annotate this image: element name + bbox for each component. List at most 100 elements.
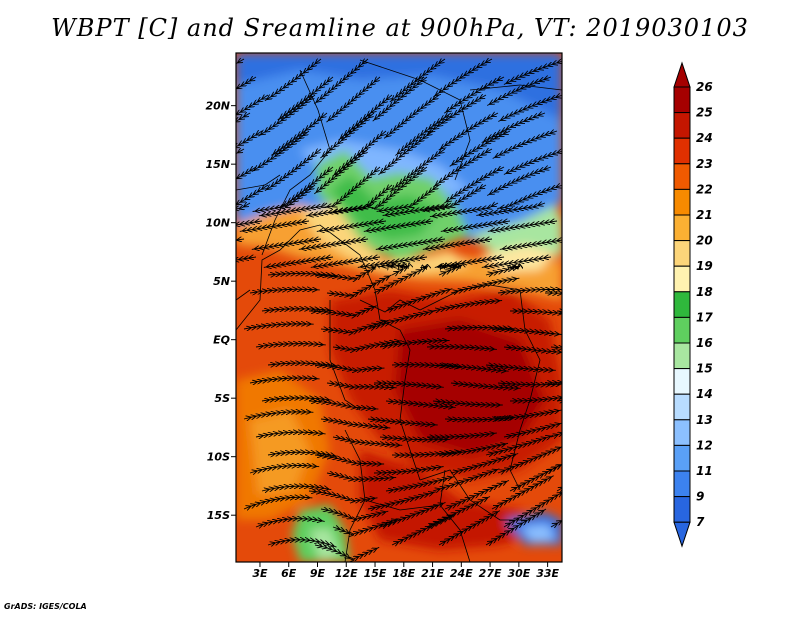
lon-label: 6E [281, 567, 297, 580]
colorbar-swatch [673, 86, 691, 114]
lat-label: 10N [205, 217, 230, 230]
streamline [497, 446, 562, 473]
streamline [485, 508, 547, 545]
colorbar-label: 21 [696, 208, 713, 222]
streamline [432, 401, 503, 405]
colorbar-swatch [673, 342, 691, 370]
streamline [249, 378, 320, 383]
colorbar-swatch [673, 470, 691, 498]
streamline [432, 301, 503, 312]
streamline [314, 455, 385, 464]
streamline [255, 519, 325, 527]
streamline [236, 113, 251, 123]
streamline [486, 167, 552, 196]
streamline [236, 149, 245, 155]
streamline [485, 266, 520, 275]
streamline [367, 492, 436, 509]
colorbar-swatch [673, 137, 691, 165]
latitude-axis: 20N 15N 10N 5N EQ 5S 10S 15S [205, 100, 236, 522]
streamline [243, 412, 314, 419]
colorbar-label: 12 [696, 438, 713, 452]
streamline [485, 435, 554, 455]
streamline [308, 491, 378, 501]
streamline [261, 486, 332, 491]
streamline [485, 365, 556, 370]
colorbar-label: 20 [696, 234, 713, 248]
streamline [243, 324, 314, 329]
streamline [556, 400, 562, 401]
streamline [298, 239, 369, 249]
colorbar-swatch [673, 214, 691, 242]
streamline [314, 545, 380, 560]
streamline [308, 305, 377, 316]
colorbar-label: 25 [696, 106, 713, 120]
streamline [550, 432, 562, 437]
colorbar-swatch [673, 496, 691, 523]
lon-label: 24E [450, 567, 473, 580]
streamline [243, 497, 313, 509]
lat-label: 5S [214, 392, 230, 405]
streamline [332, 437, 403, 445]
streamlines [236, 59, 562, 560]
lat-label: EQ [213, 334, 230, 347]
streamline [510, 311, 562, 314]
streamline [503, 347, 562, 353]
streamline [236, 59, 245, 65]
colorbar-swatch [673, 163, 691, 190]
streamline [492, 131, 558, 159]
streamline [491, 329, 562, 335]
colorbar-label: 11 [696, 464, 713, 478]
plot-frame [235, 52, 563, 563]
colorbar-label: 15 [696, 362, 713, 376]
streamline [367, 419, 438, 425]
streamline [450, 278, 520, 293]
colorbar-label: 24 [696, 131, 713, 145]
streamline [363, 221, 434, 231]
lat-label: 5N [213, 275, 230, 288]
lat-label: 10S [207, 451, 230, 464]
grads-credit: GrADS: IGES/COLA [4, 602, 87, 611]
streamline [373, 467, 444, 474]
streamline [326, 473, 397, 479]
lon-label: 21E [421, 567, 444, 580]
streamline [497, 289, 562, 293]
lon-label: 30E [507, 567, 530, 580]
streamline [249, 289, 320, 293]
colorbar-swatch [673, 112, 691, 139]
lon-label: 15E [364, 567, 387, 580]
streamline [436, 265, 462, 275]
lat-label: 15S [207, 509, 230, 522]
streamline [374, 383, 444, 387]
lon-label: 9E [310, 567, 326, 580]
colorbar-swatch [673, 240, 691, 267]
colorbar-swatch [673, 419, 691, 446]
lon-label: 12E [335, 567, 358, 580]
colorbar-swatch [673, 393, 691, 421]
colorbar-label: 9 [696, 490, 704, 504]
streamline [236, 203, 251, 210]
streamline [308, 401, 379, 409]
streamline [450, 383, 521, 388]
streamline [249, 466, 320, 474]
streamline [556, 311, 562, 312]
colorbar-label: 18 [696, 285, 713, 299]
streamline [556, 486, 562, 491]
streamline [255, 432, 326, 437]
colorbar-swatch [673, 316, 691, 344]
streamline [426, 347, 497, 350]
colorbar-label: 26 [696, 80, 713, 94]
colorbar-label: 23 [696, 157, 713, 171]
streamline [314, 365, 385, 370]
streamline [236, 77, 257, 90]
colorbar-top-arrow [673, 61, 691, 88]
streamline [426, 433, 497, 437]
streamline [305, 203, 375, 216]
colorbar-label: 14 [696, 387, 713, 401]
colorbar-label: 17 [696, 310, 713, 324]
lon-label: 18E [392, 567, 415, 580]
streamline [367, 311, 436, 329]
streamline [509, 397, 562, 401]
colorbar-swatch [673, 444, 691, 472]
streamline [499, 239, 562, 249]
